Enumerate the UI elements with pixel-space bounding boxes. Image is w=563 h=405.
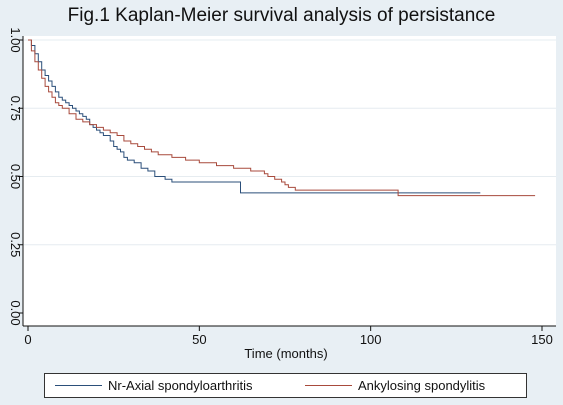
y-tick-label: 1.00 (8, 27, 23, 52)
grid-lines (23, 39, 556, 246)
x-tick-label: 100 (360, 332, 382, 347)
x-axis-title: Time (months) (244, 346, 327, 361)
chart-title: Fig.1 Kaplan-Meier survival analysis of … (67, 5, 496, 26)
legend-swatch-nr-axial (55, 385, 102, 386)
x-tick-label: 50 (192, 332, 206, 347)
legend-label-ankylosing: Ankylosing spondylitis (358, 378, 486, 393)
legend-entry-ankylosing: Ankylosing spondylitis (305, 378, 485, 393)
plot-area (23, 36, 556, 326)
legend-swatch-ankylosing (305, 385, 352, 386)
legend-label-nr-axial: Nr-Axial spondyloarthritis (108, 378, 253, 393)
y-tick-label: 0.50 (8, 164, 23, 189)
legend-entry-nr-axial: Nr-Axial spondyloarthritis (55, 378, 253, 393)
y-tick-label: 0.00 (8, 300, 23, 325)
series-layer (28, 39, 536, 197)
y-tick-label: 0.25 (8, 232, 23, 257)
y-tick-label: 0.75 (8, 96, 23, 121)
legend: Nr-Axial spondyloarthritis Ankylosing sp… (44, 373, 527, 398)
km-curve-ankylosing (28, 39, 536, 197)
axes: 0.00 0.25 0.50 0.75 1.00 0 50 100 150 (8, 27, 556, 347)
x-tick-label: 0 (24, 332, 31, 347)
x-tick-label: 150 (531, 332, 553, 347)
